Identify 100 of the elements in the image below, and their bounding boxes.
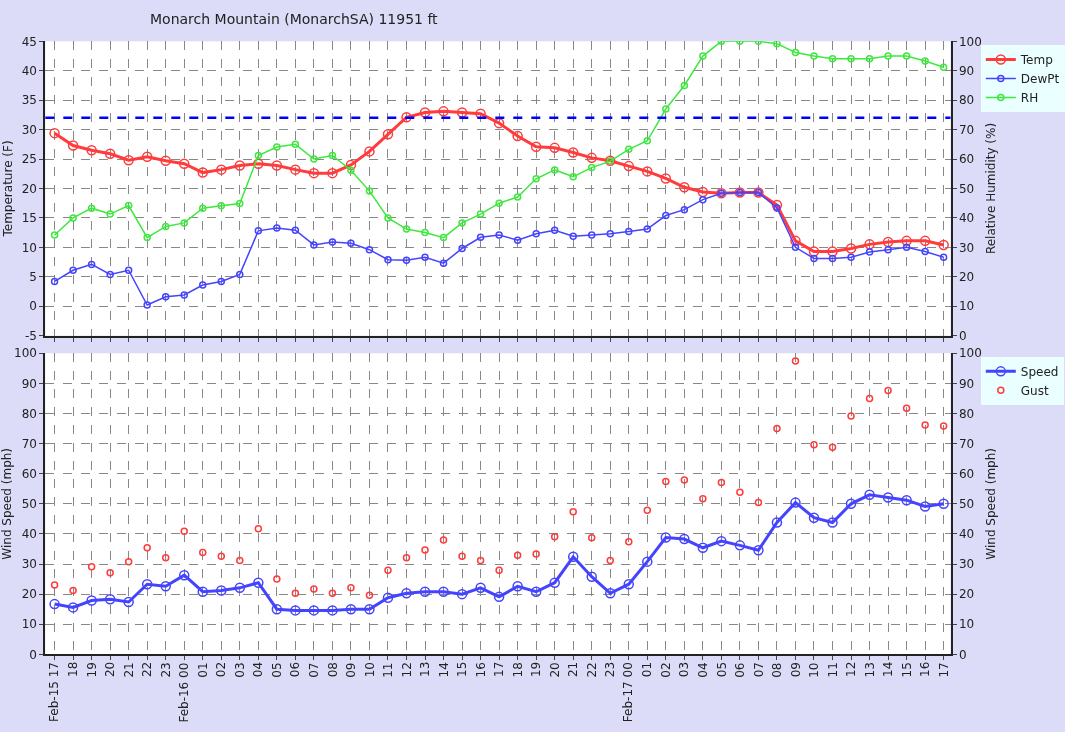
point (679, 182, 690, 193)
point (586, 571, 597, 582)
point (439, 536, 448, 544)
point (291, 589, 300, 597)
x-tick-label: 10 (362, 662, 377, 678)
point (180, 219, 188, 227)
x-tick-label: 03 (232, 662, 247, 678)
x-tick-label: Feb-16 00 (176, 662, 191, 723)
point (456, 107, 468, 118)
x-tick-label: 02 (658, 662, 673, 678)
y-tick-label: 10 (21, 617, 37, 632)
point (587, 231, 596, 239)
point (513, 236, 522, 244)
point (273, 575, 281, 583)
point (864, 489, 875, 501)
y2-tick-label: 60 (958, 466, 975, 481)
point (421, 228, 429, 237)
point (938, 498, 949, 510)
point (495, 199, 503, 207)
point (642, 166, 653, 177)
point (290, 164, 301, 175)
point (939, 63, 948, 71)
point (513, 193, 522, 201)
x-tick-label: 22 (584, 662, 599, 678)
point (679, 533, 690, 545)
y2-tick-label: 100 (958, 346, 982, 361)
point (643, 506, 652, 514)
y-tick-label: 20 (21, 181, 37, 196)
y-tick-label: 90 (21, 376, 37, 391)
point (254, 525, 263, 533)
point (790, 235, 801, 247)
point (328, 151, 337, 160)
x-tick-label: 12 (844, 661, 859, 677)
y2-tick-label: 10 (958, 617, 975, 632)
point (532, 175, 540, 183)
point (919, 235, 931, 247)
point (69, 266, 77, 275)
y-tick-label: 20 (21, 587, 37, 602)
point (530, 141, 542, 152)
y2-tick-label: 90 (958, 63, 975, 78)
x-tick-label: 07 (307, 662, 322, 678)
point (902, 243, 911, 252)
point (512, 581, 523, 592)
point (401, 588, 412, 599)
y2-axis-title: Relative Humidity (%) (984, 122, 999, 255)
point (216, 164, 227, 175)
point (902, 404, 911, 413)
point (402, 225, 411, 233)
y-tick-label: 5 (29, 269, 37, 284)
y-tick-label: -5 (24, 328, 37, 343)
point (345, 603, 357, 615)
point (384, 255, 392, 264)
point (160, 155, 171, 167)
point (605, 588, 616, 599)
point (532, 550, 540, 558)
point (364, 603, 375, 615)
point (771, 199, 783, 211)
point (123, 154, 134, 166)
point (699, 494, 707, 503)
y-tick-label: 15 (21, 211, 37, 226)
x-tick-label: Feb-17 00 (621, 662, 636, 723)
y-tick-label: 60 (21, 466, 37, 481)
point (161, 553, 170, 562)
y2-tick-label: 80 (958, 93, 975, 108)
point (865, 394, 874, 403)
point (550, 226, 559, 234)
point (86, 595, 97, 606)
point (234, 160, 246, 171)
y-tick-label: 10 (21, 240, 37, 255)
point (50, 231, 59, 239)
x-tick-label: 17 (936, 662, 951, 678)
point (939, 422, 948, 430)
y2-tick-label: 0 (958, 647, 967, 662)
point (736, 488, 744, 497)
point (791, 357, 800, 365)
point (791, 48, 800, 57)
point (865, 248, 874, 256)
point (512, 130, 523, 142)
point (847, 54, 855, 63)
point (67, 140, 79, 151)
y-tick-label: 40 (21, 527, 37, 542)
point (234, 582, 246, 594)
point (569, 172, 577, 181)
x-tick-label: 18 (510, 662, 525, 678)
point (124, 557, 133, 566)
point (660, 173, 672, 184)
point (938, 239, 949, 251)
point (771, 517, 783, 528)
point (199, 204, 207, 212)
point (697, 186, 709, 198)
point (273, 224, 281, 232)
point (642, 556, 653, 567)
x-tick-label: 05 (269, 662, 284, 678)
point (236, 199, 244, 208)
point (476, 210, 485, 218)
point (550, 166, 559, 174)
point (699, 52, 707, 60)
point (178, 569, 190, 581)
x-tick-label: 11 (381, 662, 396, 678)
point (141, 578, 153, 590)
